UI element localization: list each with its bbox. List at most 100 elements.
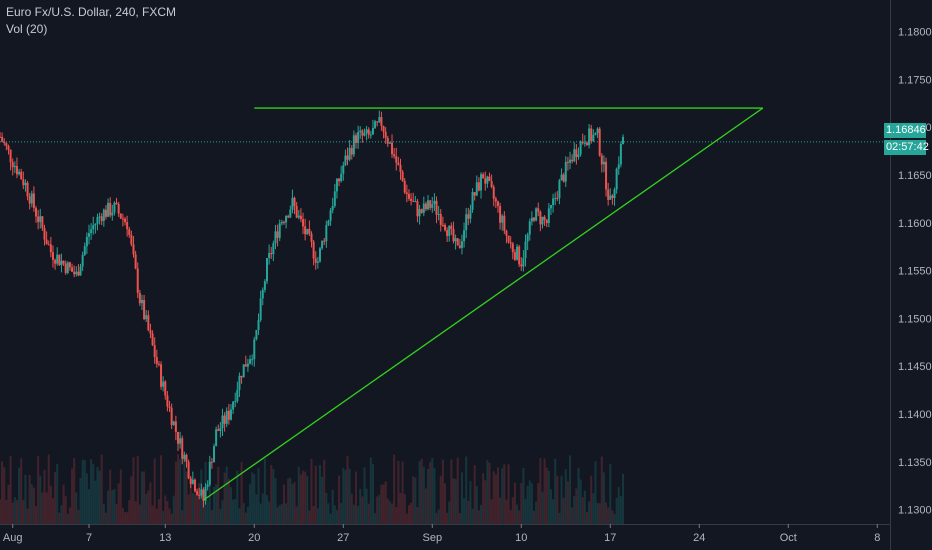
candle-body — [566, 161, 569, 163]
volume-bar — [22, 499, 25, 524]
candle-body — [535, 208, 538, 221]
candle-body — [259, 298, 262, 320]
volume-bar — [164, 495, 167, 524]
volume-bar — [229, 487, 232, 524]
candle-body — [35, 207, 38, 217]
candle-body — [45, 239, 48, 245]
candle-body — [37, 216, 40, 222]
symbol-label[interactable]: Euro Fx/U.S. Dollar, 240, FXCM — [6, 5, 177, 19]
candle-body — [456, 238, 459, 246]
candle-body — [420, 209, 423, 213]
volume-bar — [374, 513, 377, 524]
volume-bar — [210, 509, 213, 524]
candle-body — [244, 364, 247, 367]
volume-bar — [45, 492, 48, 524]
candle-body — [149, 330, 152, 334]
volume-bar — [581, 497, 584, 524]
candle-body — [365, 129, 368, 134]
volume-bar — [0, 499, 1, 524]
candle-body — [147, 315, 150, 331]
volume-bar — [422, 466, 425, 524]
candle-body — [615, 168, 618, 190]
candle-body — [107, 202, 110, 217]
volume-bar — [66, 513, 69, 524]
candle-body — [386, 138, 389, 144]
volume-bar — [335, 509, 338, 524]
candle-body — [516, 246, 519, 260]
candle-body — [327, 220, 330, 226]
candle-body — [520, 264, 523, 267]
volume-bar — [187, 494, 190, 524]
candle-body — [240, 375, 243, 378]
candle-body — [270, 252, 273, 255]
volume-bar — [291, 483, 294, 524]
volume-bar — [458, 513, 461, 524]
candle-body — [600, 155, 603, 165]
volume-bar — [225, 466, 228, 524]
volume-bar — [47, 454, 50, 524]
volume-bar — [236, 470, 239, 524]
candle-body — [54, 259, 57, 264]
volume-bar — [5, 499, 8, 524]
volume-bar — [441, 459, 444, 524]
volume-bar — [444, 483, 446, 524]
volume-bar — [266, 495, 268, 524]
time-tick-label: 27 — [337, 532, 349, 544]
candle-body — [384, 131, 387, 139]
volume-bar — [278, 505, 281, 524]
candle-body — [526, 234, 529, 242]
candle-body — [588, 128, 591, 146]
volume-bar — [140, 471, 143, 524]
volume-bar — [177, 454, 179, 524]
volume-bar — [15, 500, 18, 524]
price-axis[interactable]: 1.13000 1.13500 1.14000 1.14500 1.15000 1.155… — [898, 27, 932, 517]
candle-body — [236, 389, 239, 402]
candle-body — [278, 223, 281, 238]
volume-bar — [602, 472, 605, 524]
volume-bar — [533, 510, 535, 524]
volume-bar — [7, 484, 10, 524]
candle-body — [469, 209, 472, 219]
price-tick-label: 1.14000 — [898, 409, 932, 421]
candle-body — [609, 195, 612, 200]
volume-bar — [39, 475, 42, 524]
volume-bar — [49, 485, 52, 524]
volume-bar — [600, 456, 603, 524]
candle-body — [463, 230, 466, 242]
candle-body — [412, 200, 415, 202]
volume-bar — [117, 483, 120, 524]
volume-bar — [467, 500, 470, 524]
volume-bar — [151, 505, 154, 524]
candle-body — [280, 222, 283, 224]
support-trendline[interactable] — [203, 107, 764, 501]
candle-body — [598, 128, 601, 156]
volume-bar — [361, 496, 364, 524]
candle-body — [189, 478, 192, 484]
volume-bar — [37, 455, 40, 524]
candle-body — [465, 214, 468, 231]
volume-bar — [56, 464, 59, 524]
candle-body — [422, 203, 425, 213]
candle-body — [73, 271, 76, 275]
volume-bar — [104, 512, 107, 524]
time-tick-label: 7 — [86, 532, 92, 544]
candle-body — [418, 209, 421, 217]
volume-bar — [615, 497, 618, 524]
volume-indicator-label[interactable]: Vol (20) — [6, 22, 48, 36]
time-axis[interactable]: Aug 7 13 20 27 Sep 10 17 24 Oct 8 — [3, 524, 880, 544]
volume-bar — [280, 504, 283, 524]
volume-bar — [456, 457, 459, 524]
candle-body — [126, 222, 129, 230]
candle-body — [261, 289, 264, 299]
volume-bar — [157, 499, 160, 524]
candle-body — [92, 225, 95, 230]
candle-body — [509, 242, 512, 244]
candle-body — [251, 359, 254, 361]
volume-bar — [261, 493, 264, 524]
volume-bar — [405, 513, 408, 524]
candle-body — [310, 233, 313, 242]
candle-body — [395, 156, 398, 163]
volume-bar — [469, 481, 472, 524]
candle-body — [352, 135, 355, 155]
